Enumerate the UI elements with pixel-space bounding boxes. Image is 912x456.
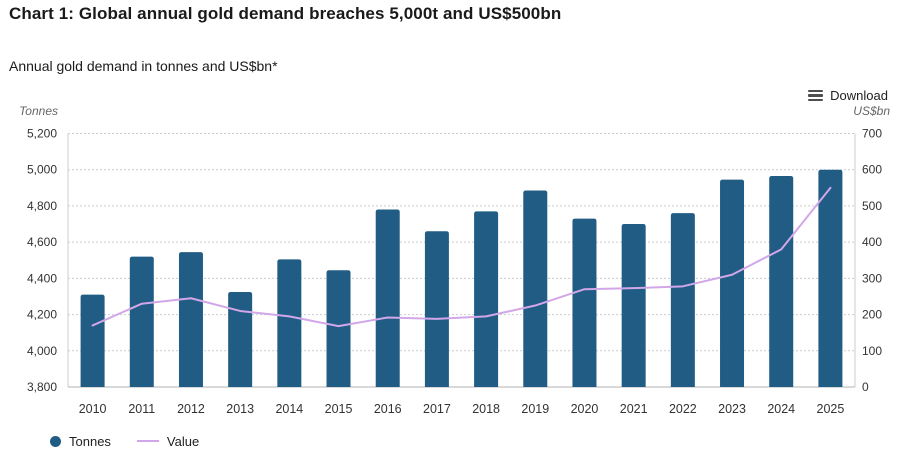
y-axis-tick-left: 4,800	[27, 199, 57, 213]
x-axis-label: 2020	[571, 402, 599, 416]
chart-subtitle: Annual gold demand in tonnes and US$bn*	[9, 58, 278, 74]
x-axis-label: 2019	[521, 402, 549, 416]
bar-2023[interactable]	[720, 179, 745, 387]
bar-2010[interactable]	[80, 294, 105, 387]
y-axis-tick-left: 4,600	[27, 235, 57, 249]
bar-2013[interactable]	[228, 291, 253, 387]
legend-label-tonnes: Tonnes	[69, 433, 111, 449]
bar-2020[interactable]	[572, 218, 597, 387]
y-axis-tick-right: 0	[862, 380, 869, 394]
legend-item-value[interactable]: Value	[136, 433, 200, 449]
x-axis-label: 2023	[718, 402, 746, 416]
legend-circle-marker-icon	[50, 435, 61, 447]
bar-2018[interactable]	[474, 211, 499, 387]
download-label: Download	[830, 88, 888, 103]
legend-label-value: Value	[166, 433, 200, 449]
y-axis-tick-right: 200	[862, 308, 882, 322]
x-axis-label: 2017	[423, 402, 451, 416]
y-axis-tick-right: 700	[862, 127, 882, 141]
y-axis-tick-right: 100	[862, 344, 882, 358]
x-axis-label: 2024	[767, 402, 795, 416]
download-button[interactable]: Download	[806, 86, 890, 105]
y-axis-tick-left: 4,400	[27, 271, 57, 285]
legend-line-marker-icon	[136, 440, 159, 442]
bar-2012[interactable]	[178, 252, 203, 387]
bar-2019[interactable]	[523, 190, 548, 387]
right-axis-title: US$bn	[853, 104, 890, 118]
y-axis-tick-right: 300	[862, 271, 882, 285]
value-line[interactable]	[91, 186, 832, 328]
y-axis-tick-left: 5,000	[27, 163, 57, 177]
y-axis-tick-right: 500	[862, 199, 882, 213]
x-axis-label: 2015	[325, 402, 353, 416]
bar-2021[interactable]	[621, 224, 646, 387]
x-axis-label: 2022	[669, 402, 697, 416]
chart-title: Chart 1: Global annual gold demand breac…	[9, 4, 562, 23]
bar-2017[interactable]	[424, 231, 449, 387]
bar-2022[interactable]	[670, 213, 695, 387]
x-axis-label: 2012	[177, 402, 205, 416]
y-axis-tick-left: 4,000	[27, 344, 57, 358]
x-axis-label: 2013	[226, 402, 254, 416]
x-axis-label: 2010	[79, 402, 107, 416]
y-axis-tick-right: 400	[862, 235, 882, 249]
y-axis-tick-left: 4,200	[27, 308, 57, 322]
bar-2025[interactable]	[818, 169, 843, 387]
bar-2015[interactable]	[326, 270, 351, 387]
bar-2024[interactable]	[769, 176, 794, 387]
x-axis-label: 2014	[275, 402, 303, 416]
legend-item-tonnes[interactable]: Tonnes	[50, 434, 111, 449]
left-axis-title: Tonnes	[19, 104, 58, 118]
bar-2016[interactable]	[375, 209, 400, 387]
x-axis-label: 2011	[128, 402, 155, 416]
y-axis-tick-left: 3,800	[27, 380, 57, 394]
bar-2011[interactable]	[129, 256, 154, 387]
menu-hamburger-icon	[808, 89, 824, 102]
y-axis-tick-right: 600	[862, 163, 882, 177]
x-axis-label: 2021	[620, 402, 648, 416]
legend: Tonnes Value	[50, 431, 199, 451]
x-axis-label: 2018	[472, 402, 500, 416]
x-axis-label: 2016	[374, 402, 402, 416]
y-axis-tick-left: 5,200	[27, 127, 57, 141]
bar-2014[interactable]	[277, 259, 302, 387]
x-axis-label: 2025	[817, 402, 845, 416]
